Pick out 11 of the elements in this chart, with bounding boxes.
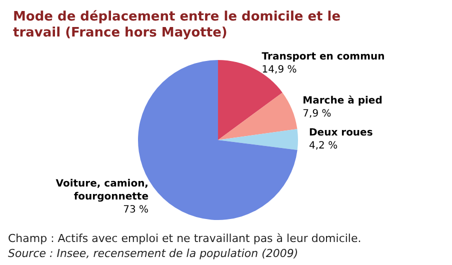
data-label: 73 %	[123, 204, 148, 216]
slice-label: Transport en commun	[262, 51, 385, 62]
source-note: Source : Insee, recensement de la population (2009)	[8, 247, 298, 260]
text: Champ : Actifs avec emploi et ne travaillant pas à leur domicile.	[8, 232, 362, 245]
data-label: 7,9 %	[302, 108, 332, 120]
data-label: 14,9 %	[262, 64, 297, 76]
chart-title: Mode de déplacement entre le domicile et le travail (France hors Mayotte)	[13, 10, 346, 40]
slice-label: Marche à pied	[302, 96, 382, 107]
data-label: 4,2 %	[309, 140, 338, 152]
slice-label: Voiture, camion, fourgonnette	[56, 178, 149, 202]
slice-label: Deux roues	[309, 127, 373, 138]
